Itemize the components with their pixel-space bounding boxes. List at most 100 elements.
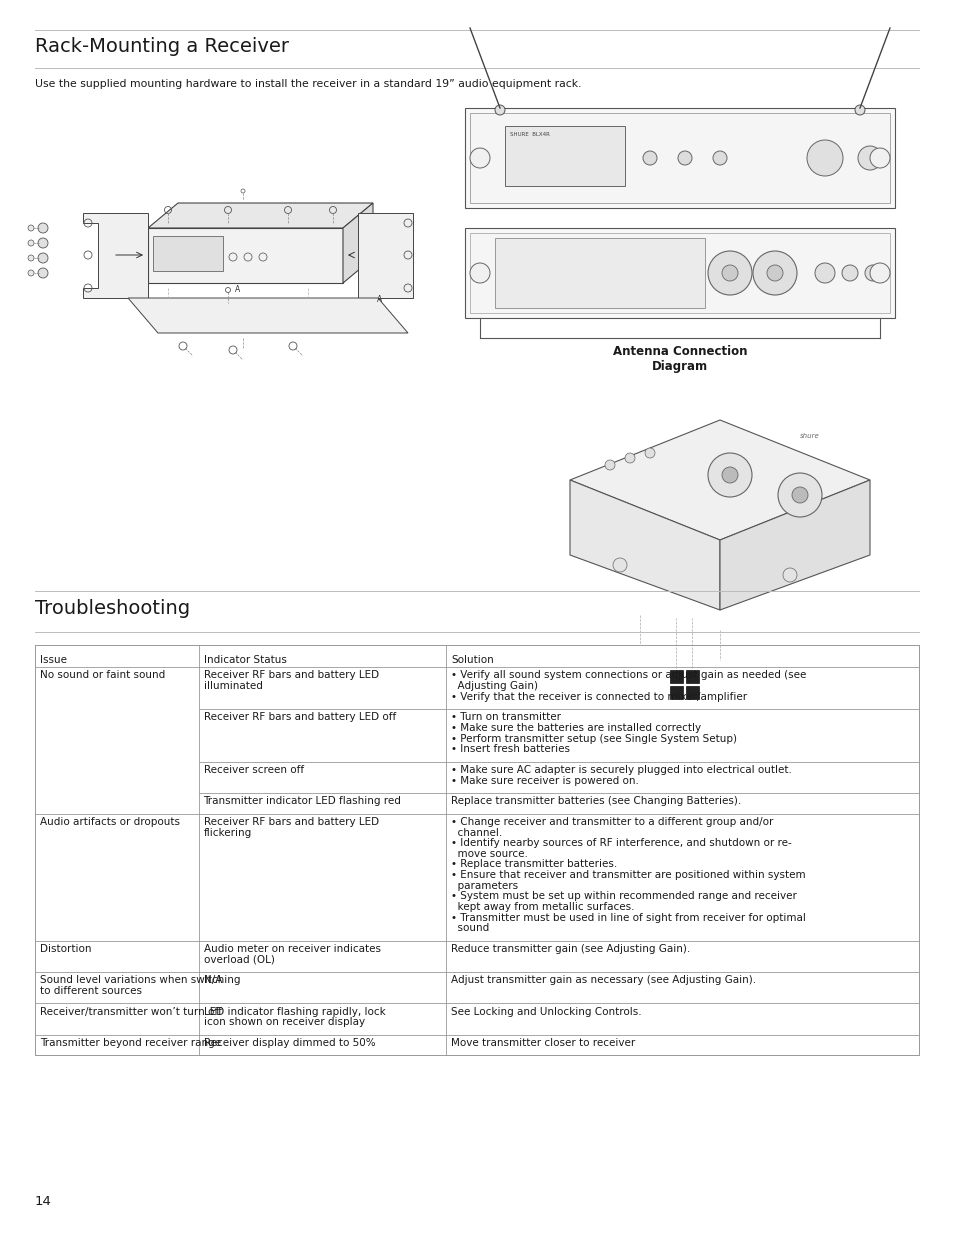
Circle shape xyxy=(707,453,751,496)
Bar xyxy=(470,233,889,312)
Text: Receiver RF bars and battery LED: Receiver RF bars and battery LED xyxy=(203,671,378,680)
Bar xyxy=(685,685,699,699)
Circle shape xyxy=(857,146,882,170)
Text: icon shown on receiver display: icon shown on receiver display xyxy=(203,1018,364,1028)
Text: See Locking and Unlocking Controls.: See Locking and Unlocking Controls. xyxy=(451,1007,641,1016)
Circle shape xyxy=(721,266,738,282)
Circle shape xyxy=(604,459,615,471)
Text: Transmitter indicator LED flashing red: Transmitter indicator LED flashing red xyxy=(203,797,401,806)
Circle shape xyxy=(28,225,34,231)
Polygon shape xyxy=(343,203,373,283)
Circle shape xyxy=(869,148,889,168)
Text: • Make sure receiver is powered on.: • Make sure receiver is powered on. xyxy=(451,776,639,785)
Text: Receiver screen off: Receiver screen off xyxy=(203,764,303,774)
Bar xyxy=(669,671,682,683)
Text: illuminated: illuminated xyxy=(203,680,262,692)
Circle shape xyxy=(712,151,726,165)
Bar xyxy=(685,671,699,683)
Text: • Make sure the batteries are installed correctly: • Make sure the batteries are installed … xyxy=(451,722,700,734)
Circle shape xyxy=(624,453,635,463)
Bar xyxy=(504,126,624,186)
Bar xyxy=(495,238,704,308)
Text: sound: sound xyxy=(451,924,489,934)
Circle shape xyxy=(869,263,889,283)
Circle shape xyxy=(28,240,34,246)
Circle shape xyxy=(38,238,48,248)
Circle shape xyxy=(613,558,626,572)
Circle shape xyxy=(791,487,807,503)
Text: Audio meter on receiver indicates: Audio meter on receiver indicates xyxy=(203,944,380,953)
Polygon shape xyxy=(357,212,413,298)
Text: flickering: flickering xyxy=(203,827,252,837)
Circle shape xyxy=(814,263,834,283)
Circle shape xyxy=(707,251,751,295)
Circle shape xyxy=(38,224,48,233)
Text: • Perform transmitter setup (see Single System Setup): • Perform transmitter setup (see Single … xyxy=(451,734,737,743)
Polygon shape xyxy=(128,298,408,333)
Text: • Insert fresh batteries: • Insert fresh batteries xyxy=(451,745,570,755)
Text: Adjust transmitter gain as necessary (see Adjusting Gain).: Adjust transmitter gain as necessary (se… xyxy=(451,976,756,986)
Circle shape xyxy=(678,151,691,165)
Text: kept away from metallic surfaces.: kept away from metallic surfaces. xyxy=(451,902,634,913)
Text: • Transmitter must be used in line of sight from receiver for optimal: • Transmitter must be used in line of si… xyxy=(451,913,805,923)
Bar xyxy=(35,645,918,1055)
Polygon shape xyxy=(148,203,373,228)
Text: Troubleshooting: Troubleshooting xyxy=(35,599,190,618)
Polygon shape xyxy=(148,228,343,283)
Text: Replace transmitter batteries (see Changing Batteries).: Replace transmitter batteries (see Chang… xyxy=(451,797,740,806)
Text: to different sources: to different sources xyxy=(40,986,142,995)
Polygon shape xyxy=(569,480,720,610)
Bar xyxy=(470,112,889,203)
Text: Adjusting Gain): Adjusting Gain) xyxy=(451,680,537,692)
Circle shape xyxy=(28,270,34,275)
Circle shape xyxy=(752,251,796,295)
Text: Indicator Status: Indicator Status xyxy=(203,655,286,664)
Text: • Verify all sound system connections or adjust gain as needed (see: • Verify all sound system connections or… xyxy=(451,671,805,680)
Bar xyxy=(35,645,918,667)
Circle shape xyxy=(721,467,738,483)
Text: • Make sure AC adapter is securely plugged into electrical outlet.: • Make sure AC adapter is securely plugg… xyxy=(451,764,791,774)
Text: A: A xyxy=(377,295,382,305)
Text: Reduce transmitter gain (see Adjusting Gain).: Reduce transmitter gain (see Adjusting G… xyxy=(451,944,690,953)
Text: overload (OL): overload (OL) xyxy=(203,955,274,965)
Text: • Turn on transmitter: • Turn on transmitter xyxy=(451,713,560,722)
Text: Rack-Mounting a Receiver: Rack-Mounting a Receiver xyxy=(35,37,289,56)
Circle shape xyxy=(766,266,782,282)
Text: Audio artifacts or dropouts: Audio artifacts or dropouts xyxy=(40,816,180,827)
Text: • Replace transmitter batteries.: • Replace transmitter batteries. xyxy=(451,860,617,869)
Circle shape xyxy=(854,105,864,115)
Polygon shape xyxy=(720,480,869,610)
Text: No sound or faint sound: No sound or faint sound xyxy=(40,671,165,680)
Bar xyxy=(464,228,894,317)
Text: Distortion: Distortion xyxy=(40,944,91,953)
Text: A: A xyxy=(235,285,240,294)
Text: Use the supplied mounting hardware to install the receiver in a standard 19” aud: Use the supplied mounting hardware to in… xyxy=(35,79,581,89)
Circle shape xyxy=(38,253,48,263)
Text: • Identify nearby sources of RF interference, and shutdown or re-: • Identify nearby sources of RF interfer… xyxy=(451,839,791,848)
Circle shape xyxy=(28,254,34,261)
Text: LED indicator flashing rapidly, lock: LED indicator flashing rapidly, lock xyxy=(203,1007,385,1016)
Text: shure: shure xyxy=(800,433,819,438)
Text: Receiver display dimmed to 50%: Receiver display dimmed to 50% xyxy=(203,1037,375,1049)
Polygon shape xyxy=(569,420,869,540)
Text: 14: 14 xyxy=(35,1195,51,1208)
Text: Receiver/transmitter won’t turn off: Receiver/transmitter won’t turn off xyxy=(40,1007,222,1016)
Text: • Ensure that receiver and transmitter are positioned within system: • Ensure that receiver and transmitter a… xyxy=(451,871,805,881)
Text: channel.: channel. xyxy=(451,827,502,837)
Circle shape xyxy=(642,151,657,165)
Circle shape xyxy=(470,148,490,168)
Bar xyxy=(152,236,223,270)
Text: • Verify that the receiver is connected to mixer/amplifier: • Verify that the receiver is connected … xyxy=(451,692,746,701)
Text: move source.: move source. xyxy=(451,848,527,858)
Polygon shape xyxy=(83,212,148,298)
Text: Solution: Solution xyxy=(451,655,494,664)
Circle shape xyxy=(806,140,842,177)
Text: Diagram: Diagram xyxy=(651,359,707,373)
Circle shape xyxy=(841,266,857,282)
Bar xyxy=(669,685,682,699)
Text: SHURE  BLX4R: SHURE BLX4R xyxy=(510,132,549,137)
Text: Antenna Connection: Antenna Connection xyxy=(612,345,746,358)
Text: Issue: Issue xyxy=(40,655,67,664)
Circle shape xyxy=(782,568,796,582)
Circle shape xyxy=(38,268,48,278)
